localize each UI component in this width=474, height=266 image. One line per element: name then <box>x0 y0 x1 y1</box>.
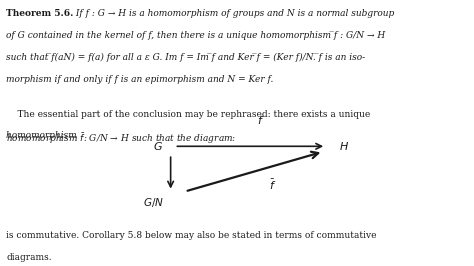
Text: of G contained in the kernel of f, then there is a unique homomorphism ̅f : G/N : of G contained in the kernel of f, then … <box>6 31 385 40</box>
Text: diagrams.: diagrams. <box>6 253 52 262</box>
Text: $G/N$: $G/N$ <box>143 196 164 209</box>
Text: Theorem 5.6.: Theorem 5.6. <box>6 9 73 18</box>
Text: $f$: $f$ <box>257 114 264 126</box>
Text: If f : G → H is a homomorphism of groups and N is a normal subgroup: If f : G → H is a homomorphism of groups… <box>73 9 395 18</box>
Text: $G$: $G$ <box>154 140 164 152</box>
Text: morphism if and only if f is an epimorphism and N = Ker f.: morphism if and only if f is an epimorph… <box>6 75 273 84</box>
Text: such that ̅f(aN) = f(a) for all a ε G. Im f = Im ̅f and Ker ̅f = (Ker f)/N. ̅f i: such that ̅f(aN) = f(a) for all a ε G. I… <box>6 53 365 62</box>
Text: is commutative. Corollary 5.8 below may also be stated in terms of commutative: is commutative. Corollary 5.8 below may … <box>6 231 377 240</box>
Text: $H$: $H$ <box>339 140 349 152</box>
Text: The essential part of the conclusion may be rephrased: there exists a unique: The essential part of the conclusion may… <box>6 110 370 119</box>
Text: homomorphism: homomorphism <box>6 131 80 140</box>
Text: $\bar{f}$: $\bar{f}$ <box>269 178 277 192</box>
Text: homomorphism $\bar{f}$: G/N → H such that the diagram:: homomorphism $\bar{f}$: G/N → H such tha… <box>6 131 237 146</box>
